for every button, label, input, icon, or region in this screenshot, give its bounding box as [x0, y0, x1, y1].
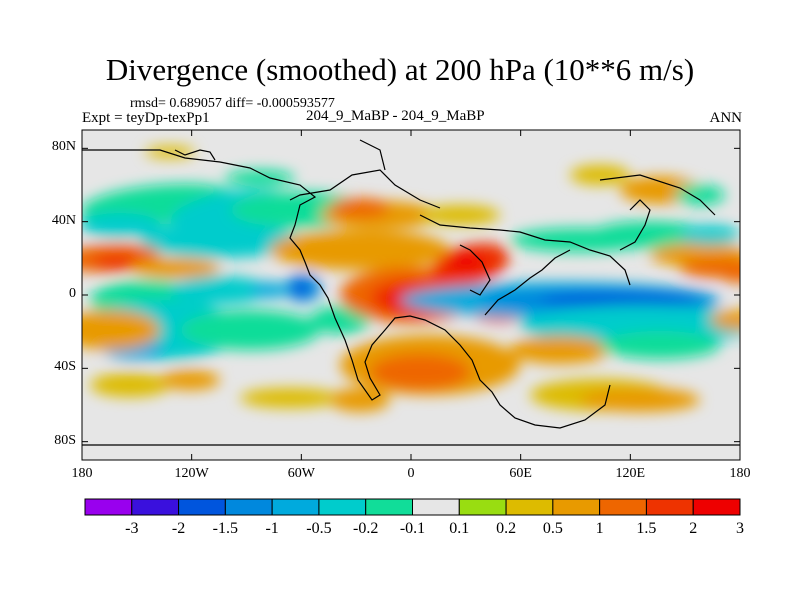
plot-title: Divergence (smoothed) at 200 hPa (10**6 …	[105, 52, 695, 87]
field-patch	[710, 310, 740, 330]
colorbar-label: 0.5	[542, 520, 563, 537]
field-patch	[420, 205, 500, 225]
coastline-segment	[359, 139, 386, 171]
coastline-segment	[599, 174, 716, 216]
case-label: 204_9_MaBP - 204_9_MaBP	[306, 108, 485, 124]
field-patch	[82, 213, 160, 237]
field-patch	[180, 310, 320, 350]
colorbar-label: -2	[171, 520, 186, 537]
colorbar-box	[131, 498, 180, 516]
colorbar-label: -0.5	[306, 520, 332, 537]
colorbar-box	[178, 498, 226, 516]
axis-ticks	[81, 130, 741, 460]
colorbar-box	[84, 498, 133, 516]
colorbar-box	[458, 498, 507, 516]
field-patch	[600, 331, 720, 359]
x-tick-label: 180	[71, 466, 93, 481]
colorbar	[84, 498, 741, 516]
field-patch	[160, 370, 220, 390]
field-patch	[82, 310, 160, 350]
x-tick-label: 60W	[287, 466, 315, 481]
field-patch	[225, 170, 295, 186]
field-patch	[510, 336, 610, 364]
colorbar-box	[412, 498, 460, 516]
field-patch	[130, 258, 220, 278]
y-tick-label: 80N	[51, 139, 76, 155]
field-patch	[140, 222, 300, 258]
y-tick-label: 40S	[54, 359, 76, 375]
y-tick-label: 40N	[51, 212, 76, 228]
coastline-segment	[174, 149, 216, 161]
coastline-segment	[289, 169, 441, 209]
field-patch	[170, 276, 270, 304]
field-patch	[270, 230, 450, 270]
colorbar-label: -0.1	[399, 520, 426, 537]
field-patch	[443, 252, 487, 272]
field-patch	[675, 185, 725, 205]
season-label: ANN	[709, 110, 743, 126]
colorbar-label: -1	[265, 520, 279, 537]
colorbar-box	[692, 498, 741, 516]
y-tick-label: 80S	[54, 432, 76, 448]
colorbar-label: -0.2	[353, 520, 379, 537]
field-patch	[580, 388, 700, 412]
coastline-segment	[459, 244, 491, 296]
colorbar-box	[224, 498, 273, 516]
y-tick-label: 0	[69, 286, 76, 301]
coastlines	[82, 139, 740, 446]
colorbar-label: -1.5	[212, 520, 238, 537]
field-patch	[240, 388, 340, 408]
field-patch	[370, 354, 470, 390]
coastline-segment	[419, 214, 631, 286]
x-tick-label: 120W	[174, 466, 209, 481]
divergence-field	[82, 146, 740, 412]
x-tick-label: 0	[407, 466, 415, 481]
field-patch	[680, 225, 740, 245]
field-patch	[330, 388, 390, 412]
field-patch	[590, 221, 710, 249]
experiment-label: Expt = teyDp-texPp1	[82, 110, 210, 126]
x-tick-label: 120E	[615, 466, 646, 481]
colorbar-box	[365, 498, 414, 516]
colorbar-label: 0.2	[496, 520, 517, 537]
coastline-segment	[619, 199, 651, 251]
field-patch	[330, 198, 390, 218]
colorbar-label: 1.5	[636, 520, 657, 537]
coastline-segment	[484, 249, 571, 316]
x-tick-label: 180	[729, 466, 751, 481]
colorbar-box	[271, 498, 320, 516]
colorbar-label: 2	[689, 520, 698, 537]
field-patch	[540, 293, 700, 307]
colorbar-label: -3	[125, 520, 139, 537]
colorbar-box	[318, 498, 367, 516]
field-patch	[292, 280, 308, 296]
field-patch	[90, 373, 170, 397]
colorbar-box	[505, 498, 554, 516]
colorbar-box	[599, 498, 647, 516]
stats-line: rmsd= 0.689057 diff= -0.000593577	[130, 96, 335, 111]
field-patch	[250, 282, 290, 298]
field-patch	[720, 267, 740, 283]
colorbar-box	[645, 498, 694, 516]
field-patch	[310, 306, 370, 334]
colorbar-label: 3	[736, 520, 744, 537]
colorbar-label: 0.1	[449, 520, 470, 537]
x-tick-label: 60E	[509, 466, 532, 481]
colorbar-box	[552, 498, 601, 516]
field-patch	[570, 165, 630, 185]
colorbar-label: 1	[595, 520, 604, 537]
field-patch	[145, 146, 195, 158]
